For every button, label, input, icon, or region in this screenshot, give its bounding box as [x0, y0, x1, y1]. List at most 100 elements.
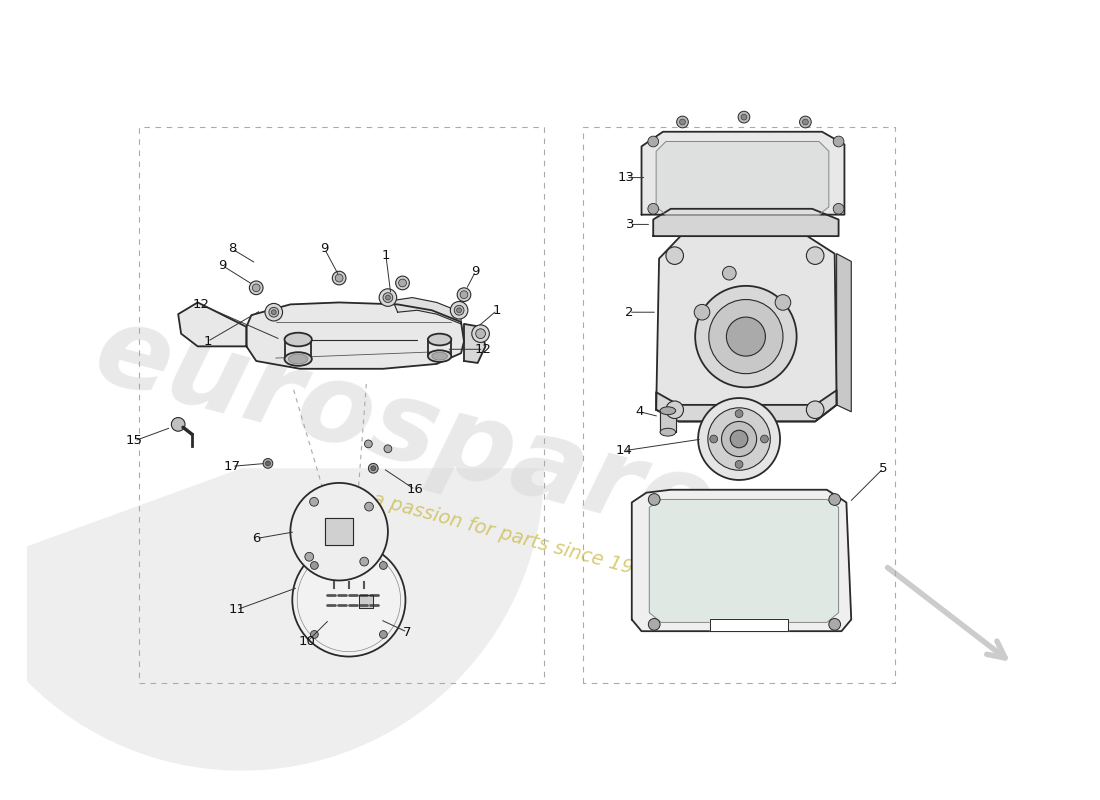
Circle shape: [730, 430, 748, 448]
Circle shape: [252, 284, 260, 292]
Circle shape: [172, 418, 185, 431]
Text: 9: 9: [472, 265, 480, 278]
Polygon shape: [641, 132, 845, 214]
Circle shape: [741, 114, 747, 120]
Circle shape: [265, 303, 283, 321]
Circle shape: [371, 466, 376, 470]
Circle shape: [364, 440, 372, 448]
Text: 12: 12: [192, 298, 209, 311]
Circle shape: [666, 247, 683, 265]
Circle shape: [265, 461, 271, 466]
Circle shape: [336, 274, 343, 282]
Circle shape: [694, 305, 710, 320]
Text: 15: 15: [125, 434, 143, 447]
Circle shape: [722, 422, 757, 457]
Circle shape: [385, 295, 390, 300]
Circle shape: [806, 247, 824, 265]
Polygon shape: [657, 236, 837, 422]
Text: 6: 6: [252, 532, 261, 545]
Circle shape: [398, 279, 406, 287]
Circle shape: [310, 498, 318, 506]
Circle shape: [776, 294, 791, 310]
Circle shape: [828, 494, 840, 506]
Text: 4: 4: [636, 406, 644, 418]
Circle shape: [293, 543, 406, 657]
Ellipse shape: [660, 428, 675, 436]
Circle shape: [735, 461, 743, 468]
Text: 9: 9: [320, 242, 329, 255]
Text: 10: 10: [298, 635, 316, 649]
Text: 14: 14: [616, 444, 632, 458]
Polygon shape: [710, 619, 788, 631]
Polygon shape: [178, 302, 246, 346]
Circle shape: [263, 458, 273, 468]
Circle shape: [648, 618, 660, 630]
Ellipse shape: [428, 350, 451, 362]
Circle shape: [368, 463, 378, 473]
Circle shape: [648, 136, 659, 147]
Circle shape: [379, 630, 387, 638]
Circle shape: [460, 290, 467, 298]
Text: 13: 13: [617, 171, 635, 184]
Circle shape: [379, 562, 387, 570]
Polygon shape: [657, 390, 837, 422]
Circle shape: [475, 329, 485, 338]
Text: 8: 8: [228, 242, 236, 255]
Circle shape: [833, 203, 844, 214]
Text: 12: 12: [475, 342, 492, 356]
Circle shape: [648, 203, 659, 214]
Polygon shape: [246, 302, 464, 369]
Ellipse shape: [288, 354, 308, 364]
Circle shape: [695, 286, 796, 387]
Ellipse shape: [285, 333, 311, 346]
Text: 2: 2: [625, 306, 634, 318]
Circle shape: [760, 435, 768, 443]
Text: 3: 3: [626, 218, 634, 231]
Polygon shape: [359, 595, 373, 608]
Circle shape: [310, 562, 318, 570]
Text: a passion for parts since 1985: a passion for parts since 1985: [370, 490, 659, 584]
Circle shape: [268, 307, 278, 317]
Text: 11: 11: [228, 603, 245, 616]
Circle shape: [396, 276, 409, 290]
Circle shape: [472, 325, 490, 342]
Polygon shape: [649, 499, 838, 622]
Circle shape: [738, 111, 750, 123]
Text: 1: 1: [382, 249, 390, 262]
Circle shape: [800, 116, 812, 128]
Circle shape: [708, 408, 770, 470]
Circle shape: [803, 119, 808, 125]
Circle shape: [379, 289, 397, 306]
Circle shape: [360, 557, 368, 566]
Polygon shape: [653, 209, 838, 236]
Wedge shape: [0, 468, 544, 770]
Circle shape: [290, 483, 388, 581]
Text: 7: 7: [404, 626, 411, 638]
Polygon shape: [326, 518, 353, 546]
Circle shape: [828, 618, 840, 630]
Polygon shape: [464, 324, 485, 363]
Circle shape: [676, 116, 689, 128]
Text: 16: 16: [407, 483, 424, 496]
Text: 1: 1: [493, 304, 502, 317]
Circle shape: [384, 445, 392, 453]
Circle shape: [666, 401, 683, 418]
Circle shape: [708, 299, 783, 374]
Text: 5: 5: [879, 462, 888, 474]
Polygon shape: [837, 254, 851, 412]
Circle shape: [450, 302, 468, 319]
Circle shape: [648, 494, 660, 506]
Circle shape: [310, 630, 318, 638]
Ellipse shape: [285, 352, 311, 366]
Text: 17: 17: [223, 460, 240, 473]
Text: 9: 9: [218, 259, 227, 272]
Circle shape: [710, 435, 717, 443]
Circle shape: [698, 398, 780, 480]
Circle shape: [458, 288, 471, 302]
Circle shape: [735, 410, 743, 418]
Circle shape: [680, 119, 685, 125]
Circle shape: [454, 306, 464, 315]
Text: eurospares: eurospares: [84, 297, 790, 582]
Polygon shape: [631, 490, 851, 631]
Circle shape: [305, 552, 314, 561]
